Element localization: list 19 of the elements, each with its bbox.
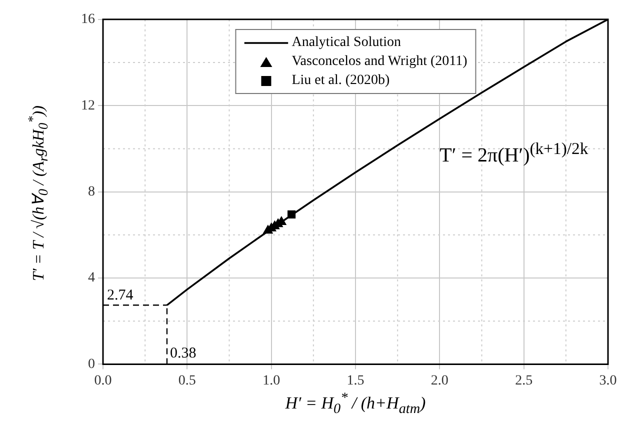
x-tick-label: 2.0 xyxy=(430,373,448,388)
y-tick-label: 0 xyxy=(88,356,95,372)
x-axis-title: H′ = H$_{0}$$^{*}$ / (h+H$_{atm}$) xyxy=(284,390,427,418)
annotation: T′ = 2π(H′)$^{(k+1)/2k}$ xyxy=(440,139,588,168)
x-tick-label: 3.0 xyxy=(599,373,617,388)
legend-label: Vasconcelos and Wright (2011) xyxy=(292,53,468,72)
y-tick-label: 8 xyxy=(88,184,95,200)
x-tick-label: 0.5 xyxy=(178,373,196,388)
x-tick-label: 2.5 xyxy=(515,373,533,388)
x-tick-label: 1.5 xyxy=(346,373,364,388)
legend-label: Analytical Solution xyxy=(292,34,401,52)
y-tick-label: 12 xyxy=(81,98,95,114)
legend-label: Liu et al. (2020b) xyxy=(292,72,390,90)
ref-line-label: 2.74 xyxy=(107,288,134,304)
ref-line-label: 0.38 xyxy=(170,346,196,362)
y-tick-label: 4 xyxy=(88,270,95,286)
y-tick-label: 16 xyxy=(81,12,95,28)
x-tick-label: 1.0 xyxy=(262,373,280,388)
x-tick-label: 0.0 xyxy=(94,373,112,388)
